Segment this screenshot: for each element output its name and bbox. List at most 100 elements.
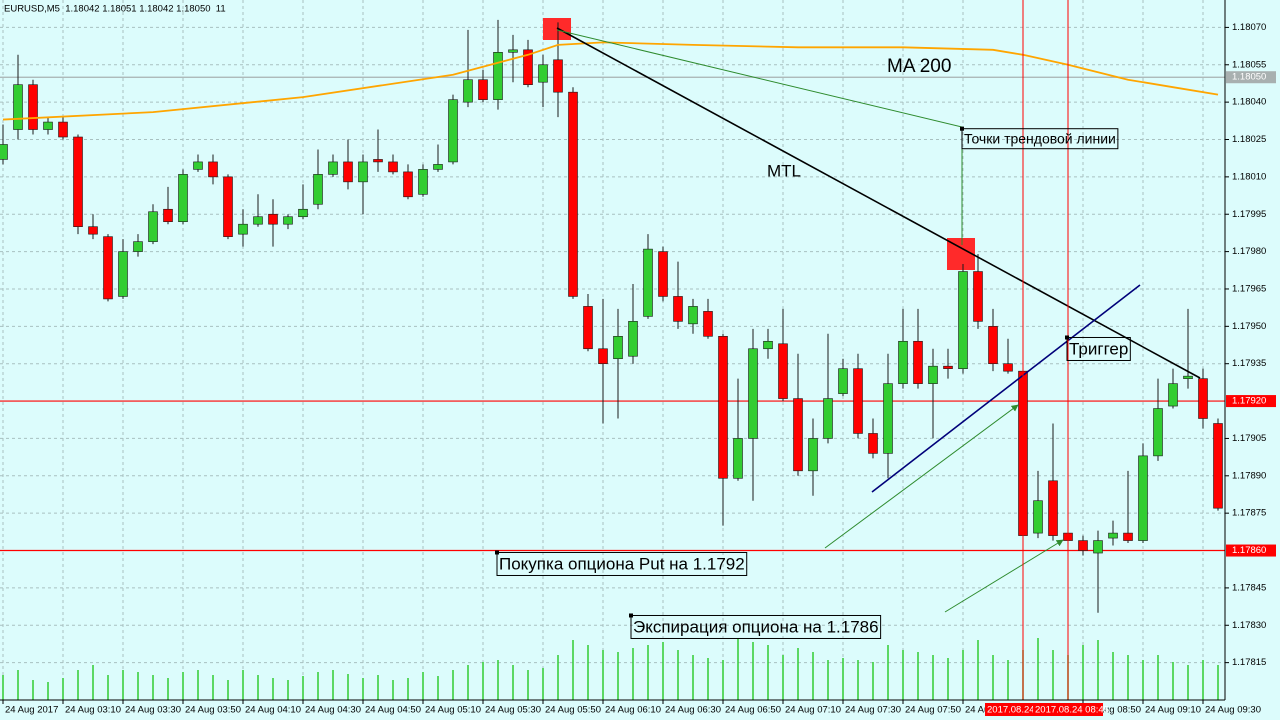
- y-tick-label: 1.17950: [1232, 321, 1266, 332]
- time-label: 2017.08.24: [987, 705, 1035, 716]
- candle-body: [523, 49, 533, 85]
- candle-body: [463, 79, 473, 103]
- y-tick-label: 1.18010: [1232, 171, 1266, 182]
- candle-body: [613, 335, 623, 360]
- candle-body: [1123, 532, 1133, 541]
- candle-body: [1138, 455, 1148, 541]
- x-tick-label: 24 Aug 2017: [5, 705, 58, 716]
- price-label-box: [1226, 544, 1276, 557]
- candle-body: [313, 174, 323, 205]
- candle-body: [0, 144, 8, 160]
- candle-body: [1078, 540, 1088, 551]
- price-label: 1.17860: [1232, 545, 1266, 556]
- x-tick-label: 24 Aug 05:50: [545, 705, 601, 716]
- candle-body: [1003, 363, 1013, 372]
- candle-body: [658, 251, 668, 297]
- candle-body: [268, 213, 278, 225]
- candle-body: [688, 306, 698, 325]
- x-tick-label: 24 Aug 03:50: [185, 705, 241, 716]
- candle-body: [958, 271, 968, 369]
- labels: 1.18070 1.18055 1.18040 1.18025 1.18010 1.179…: [2, 22, 1276, 716]
- y-tick-label: 1.18070: [1232, 22, 1266, 33]
- y-tick-label: 1.17875: [1232, 508, 1266, 519]
- x-tick-label: 24 Aug 06:30: [665, 705, 721, 716]
- candle-body: [643, 248, 653, 317]
- price-label: 1.18050: [1232, 72, 1266, 83]
- candle-body: [748, 348, 758, 439]
- x-tick-label: 24 Aug 06:50: [725, 705, 781, 716]
- x-tick-label: 24 Aug 09:10: [1145, 705, 1201, 716]
- candle-body: [898, 340, 908, 384]
- anchor: [629, 613, 633, 618]
- candle-body: [208, 161, 218, 178]
- candle-body: [478, 79, 488, 100]
- ma-line: [2, 41, 1219, 121]
- candle-body: [583, 306, 593, 350]
- y-tick-label: 1.17980: [1232, 246, 1266, 257]
- candle-body: [238, 223, 248, 235]
- candle-body: [1213, 423, 1223, 509]
- candle-body: [118, 251, 128, 297]
- y-tick-label: 1.17815: [1232, 657, 1266, 668]
- candle-body: [223, 176, 233, 237]
- candle-body: [778, 343, 788, 399]
- channel-line: [871, 284, 1141, 493]
- candle-body: [58, 121, 68, 138]
- candle-body: [673, 296, 683, 322]
- volumes: [2, 638, 1219, 700]
- candle-body: [448, 99, 458, 163]
- candle-body: [283, 216, 293, 225]
- annotation: Триггер: [1069, 339, 1128, 358]
- candle-body: [718, 335, 728, 479]
- x-tick-label: 24 Aug 04:30: [305, 705, 361, 716]
- y-tick-label: 1.17845: [1232, 582, 1266, 593]
- candle-body: [13, 84, 23, 130]
- x-tick-label: 24 Aug 07:50: [905, 705, 961, 716]
- candle-body: [373, 159, 383, 163]
- anchor: [1065, 335, 1069, 340]
- candle-body: [838, 368, 848, 394]
- price-label-box: [1226, 71, 1276, 84]
- candle-body: [403, 171, 413, 198]
- x-tick-label: 24 Aug 06:10: [605, 705, 661, 716]
- annotation: Покупка опциона Put на 1.1792: [499, 554, 745, 573]
- y-tick-label: 1.18055: [1232, 59, 1266, 70]
- candle-body: [598, 348, 608, 365]
- x-tick-label: 24 Aug 04:50: [365, 705, 421, 716]
- chart-title: EURUSD,M5 1.18042 1.18051 1.18042 1.1805…: [4, 4, 226, 15]
- candle-body: [703, 311, 713, 337]
- candle-body: [163, 208, 173, 223]
- y-tick-label: 1.17965: [1232, 283, 1266, 294]
- candle-body: [358, 161, 368, 183]
- candle-body: [253, 216, 263, 225]
- candle-body: [568, 91, 578, 297]
- x-tick-label: 24 Aug 07:30: [845, 705, 901, 716]
- candle-body: [928, 365, 938, 384]
- ma-label: MA 200: [887, 56, 951, 77]
- candle-body: [823, 398, 833, 439]
- annotation-box: [496, 551, 748, 576]
- y-tick-label: 1.18040: [1232, 97, 1266, 108]
- candle-body: [1153, 408, 1163, 457]
- candle-body: [328, 161, 338, 175]
- annotation: Экспирация опциона на 1.1786: [633, 617, 879, 636]
- annotation-box: [630, 614, 882, 639]
- candle-body: [763, 340, 773, 350]
- y-tick-label: 1.17995: [1232, 209, 1266, 220]
- candle-body: [1033, 500, 1043, 534]
- annotation: MTL: [767, 161, 801, 180]
- y-tick-label: 1.18025: [1232, 134, 1266, 145]
- candle-body: [148, 211, 158, 242]
- candle-body: [1198, 378, 1208, 419]
- time-lines: [1022, 0, 1069, 700]
- anchor: [495, 550, 499, 555]
- candle-body: [28, 84, 38, 130]
- candle-body: [733, 438, 743, 479]
- candle-body: [553, 59, 563, 93]
- candle-body: [868, 433, 878, 454]
- anchor: [960, 126, 964, 131]
- x-tick-label: 24 Aug 09:30: [1205, 705, 1261, 716]
- candle-body: [1093, 540, 1103, 554]
